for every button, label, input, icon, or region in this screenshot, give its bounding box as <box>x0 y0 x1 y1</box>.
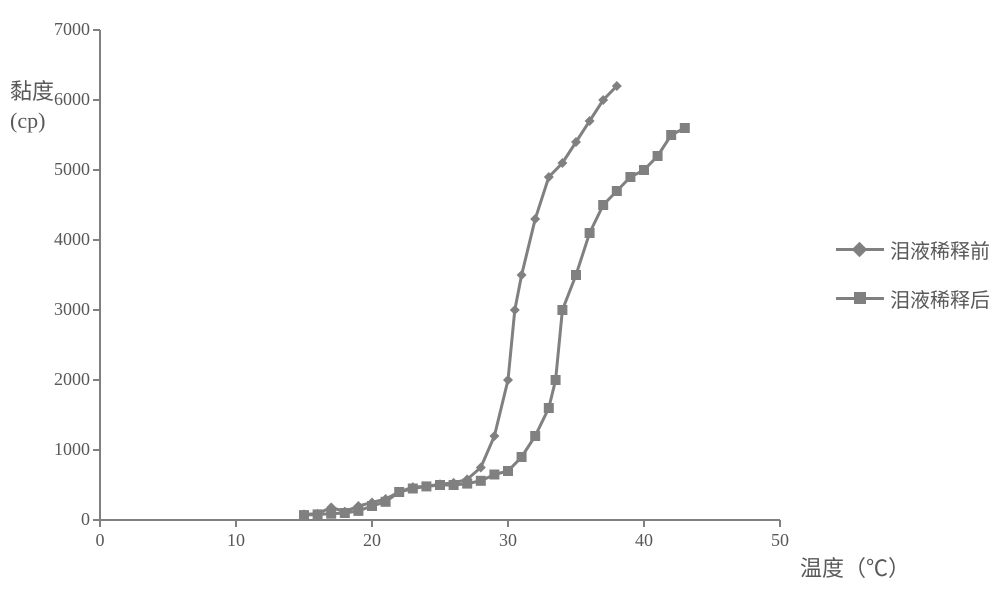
x-axis-label: 温度（℃） <box>800 551 910 583</box>
legend-label-after: 泪液稀释后 <box>890 284 990 313</box>
x-tick-label: 40 <box>624 530 664 551</box>
legend-item-after: 泪液稀释后 <box>836 284 990 313</box>
x-tick-label: 10 <box>216 530 256 551</box>
y-tick-label: 3000 <box>30 299 90 320</box>
x-tick-label: 0 <box>80 530 120 551</box>
y-axis-label-text2: (cp) <box>10 108 45 133</box>
legend-label-before: 泪液稀释前 <box>890 235 990 264</box>
legend-line-icon <box>836 248 884 251</box>
square-marker-icon <box>854 292 866 304</box>
diamond-marker-icon <box>852 242 868 258</box>
y-tick-label: 1000 <box>30 439 90 460</box>
y-tick-label: 0 <box>30 509 90 530</box>
x-tick-label: 50 <box>760 530 800 551</box>
legend: 泪液稀释前 泪液稀释后 <box>836 235 990 333</box>
x-axis-label-text: 温度（℃） <box>800 556 910 581</box>
viscosity-chart: 黏度 (cp) 温度（℃） 01000200030004000500060007… <box>0 0 1000 595</box>
y-tick-label: 6000 <box>30 89 90 110</box>
y-tick-label: 2000 <box>30 369 90 390</box>
y-tick-label: 4000 <box>30 229 90 250</box>
y-tick-label: 7000 <box>30 19 90 40</box>
x-tick-label: 20 <box>352 530 392 551</box>
y-tick-label: 5000 <box>30 159 90 180</box>
legend-line-icon <box>836 297 884 300</box>
legend-item-before: 泪液稀释前 <box>836 235 990 264</box>
x-tick-label: 30 <box>488 530 528 551</box>
